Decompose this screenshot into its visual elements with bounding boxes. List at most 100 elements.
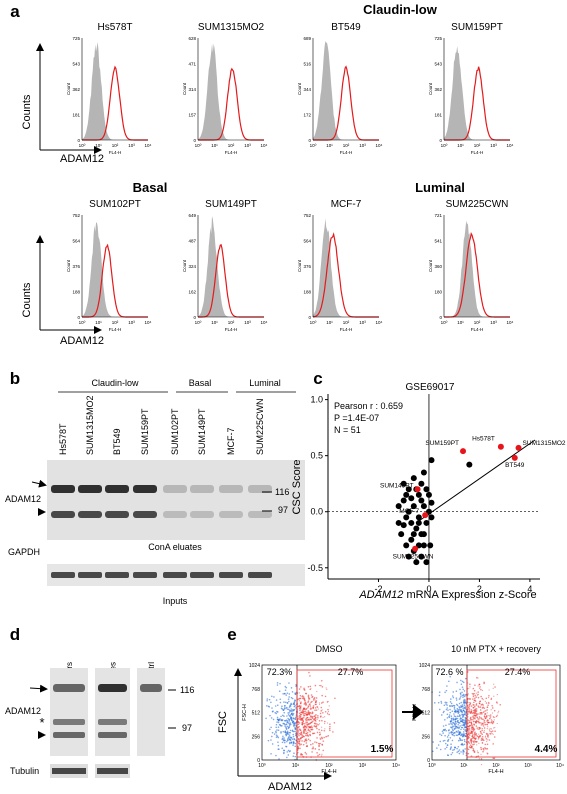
flow-dot	[288, 723, 291, 726]
flow-dot	[281, 724, 283, 727]
flow-dot	[329, 723, 331, 726]
flow-dot	[302, 719, 304, 721]
flow-dot	[275, 754, 277, 757]
scatter-point	[400, 497, 407, 504]
flow-dot	[303, 688, 306, 691]
flow-dot	[469, 686, 471, 688]
flow-dot	[487, 704, 489, 706]
flow-dot	[300, 718, 302, 720]
y-tick-label: 362	[434, 87, 442, 92]
flow-dot	[469, 732, 472, 734]
flow-dot	[277, 729, 280, 731]
flow-dot	[474, 737, 476, 740]
flow-dot	[276, 711, 279, 713]
x-tick-label: 10²	[325, 763, 333, 769]
flow-dot	[446, 704, 448, 706]
flow-dot	[300, 705, 302, 707]
axis-title-gene: ADAM12	[358, 589, 403, 601]
flow-dot	[485, 738, 488, 740]
blot-band	[98, 684, 127, 692]
flow-dot	[297, 731, 300, 733]
flow-dot	[313, 717, 315, 720]
flow-dot	[471, 727, 473, 730]
plot-title: DMSO	[316, 644, 343, 654]
y-tick-label: 314	[188, 87, 196, 92]
group-title: Basal	[133, 180, 168, 195]
flow-dot	[473, 708, 476, 711]
flow-dot	[450, 722, 452, 725]
flow-dot	[286, 721, 288, 724]
flow-dot	[474, 694, 477, 697]
scatter-point	[400, 522, 407, 529]
flow-dot	[276, 684, 279, 686]
axis-label: FL4-H	[340, 150, 353, 155]
flow-dot	[293, 703, 296, 706]
flow-dot	[474, 712, 477, 714]
flow-dot	[463, 704, 466, 707]
flow-dot	[486, 724, 488, 726]
flow-dot	[313, 732, 316, 735]
flow-dot	[279, 698, 282, 701]
histogram-fill	[198, 43, 264, 141]
flow-dot	[316, 690, 318, 693]
flow-dot	[289, 705, 291, 707]
flow-dot	[307, 685, 310, 688]
flow-dot	[283, 723, 286, 725]
flow-dot	[486, 714, 488, 717]
flow-dot	[321, 744, 324, 746]
y-tick-label: 768	[252, 687, 261, 693]
axis-label: FL4-H	[225, 327, 238, 332]
flow-dot	[306, 731, 309, 734]
band-arrowhead	[38, 731, 46, 739]
flow-dot	[290, 703, 293, 706]
flow-dot	[289, 717, 292, 720]
flow-dot	[449, 708, 451, 711]
flow-dot	[484, 735, 487, 737]
flow-dot	[478, 716, 481, 718]
flow-dot	[493, 757, 496, 760]
flow-dot	[442, 740, 445, 742]
flow-dot	[294, 730, 296, 733]
flow-dot	[446, 736, 449, 738]
flow-dot	[470, 705, 473, 707]
annotation: Pearson r : 0.659	[334, 401, 403, 411]
flow-dot	[475, 716, 477, 718]
x-tick-label: 10²	[474, 143, 481, 148]
flow-dot	[308, 696, 310, 699]
flow-dot	[286, 740, 288, 743]
flow-dot	[294, 718, 296, 720]
flow-dot	[284, 689, 287, 691]
flow-dot	[467, 736, 469, 738]
flow-dot	[463, 711, 466, 713]
flow-dot	[320, 729, 323, 732]
flow-dot	[277, 736, 280, 739]
flow-dot	[314, 725, 317, 728]
flow-dot	[461, 705, 464, 708]
flow-dot	[459, 722, 461, 724]
flow-dot	[308, 712, 311, 715]
flow-dot	[312, 732, 315, 735]
flow-dot	[460, 751, 462, 753]
x-tick-label: 10¹	[457, 143, 464, 148]
flow-dot	[315, 721, 317, 723]
flow-dot	[318, 753, 321, 756]
flow-dot	[463, 738, 466, 741]
flow-dot	[314, 748, 317, 750]
scatter-point	[410, 531, 417, 538]
flow-dot	[479, 687, 481, 690]
flow-dot	[481, 729, 483, 732]
flow-dot	[473, 720, 475, 722]
flow-dot	[299, 709, 301, 712]
flow-dot	[313, 697, 315, 700]
flow-dot	[468, 701, 470, 704]
axis-title: Counts	[21, 282, 33, 317]
flow-dot	[327, 708, 329, 711]
blot-band	[98, 732, 127, 738]
flow-dot	[491, 704, 493, 707]
flow-dot	[460, 743, 463, 746]
flow-dot	[326, 688, 328, 691]
histogram-title: MCF-7	[331, 199, 362, 210]
flow-dot	[488, 701, 490, 703]
x-tick-label: 10²	[474, 320, 481, 325]
flow-dot	[320, 710, 323, 712]
